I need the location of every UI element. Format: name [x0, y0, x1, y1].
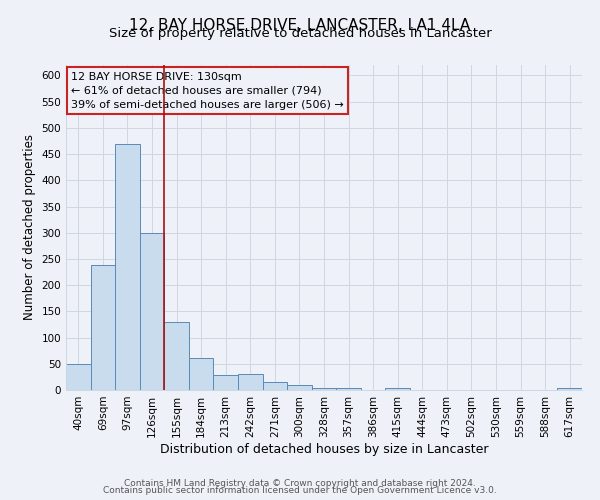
Bar [189, 358, 214, 390]
Text: 12, BAY HORSE DRIVE, LANCASTER, LA1 4LA: 12, BAY HORSE DRIVE, LANCASTER, LA1 4LA [130, 18, 470, 32]
Bar [336, 388, 361, 390]
Text: 12 BAY HORSE DRIVE: 130sqm
← 61% of detached houses are smaller (794)
39% of sem: 12 BAY HORSE DRIVE: 130sqm ← 61% of deta… [71, 72, 344, 110]
Bar [164, 322, 189, 390]
Text: Size of property relative to detached houses in Lancaster: Size of property relative to detached ho… [109, 28, 491, 40]
Bar [238, 374, 263, 390]
Text: Contains HM Land Registry data © Crown copyright and database right 2024.: Contains HM Land Registry data © Crown c… [124, 478, 476, 488]
Bar [385, 388, 410, 390]
Bar [214, 375, 238, 390]
Bar [140, 232, 164, 390]
Bar [91, 265, 115, 390]
Bar [115, 144, 140, 390]
Bar [287, 385, 312, 390]
Bar [312, 388, 336, 390]
Bar [66, 364, 91, 390]
Y-axis label: Number of detached properties: Number of detached properties [23, 134, 36, 320]
Bar [263, 382, 287, 390]
Text: Contains public sector information licensed under the Open Government Licence v3: Contains public sector information licen… [103, 486, 497, 495]
X-axis label: Distribution of detached houses by size in Lancaster: Distribution of detached houses by size … [160, 442, 488, 456]
Bar [557, 388, 582, 390]
